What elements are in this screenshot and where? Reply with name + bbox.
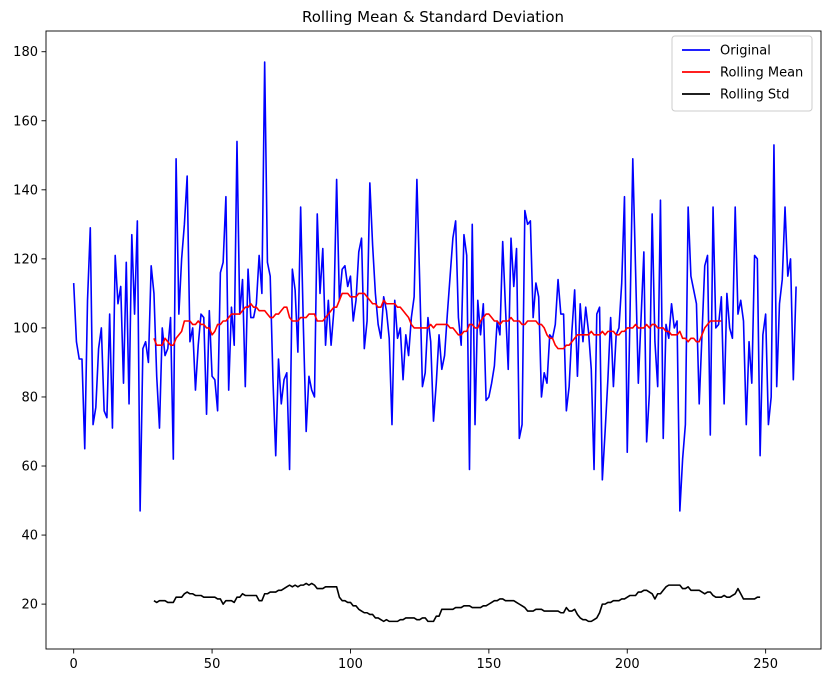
plot-area <box>72 61 797 623</box>
y-tick-label: 20 <box>21 598 38 613</box>
x-tick-label: 150 <box>476 657 501 672</box>
legend-box <box>671 35 813 112</box>
series-line-rolling-std <box>153 582 761 623</box>
y-tick-label: 140 <box>13 183 38 198</box>
legend-label-rolling-std: Rolling Std <box>720 88 789 103</box>
y-tick-label: 40 <box>21 529 38 544</box>
y-tick-label: 100 <box>13 321 38 336</box>
x-tick-label: 250 <box>753 657 778 672</box>
series-line-rolling-mean <box>153 292 722 350</box>
y-tick-label: 120 <box>13 252 38 267</box>
x-tick-label: 50 <box>204 657 221 672</box>
series-line-original <box>72 61 797 512</box>
legend: Original Rolling Mean Rolling Std <box>671 35 813 112</box>
x-tick-label: 200 <box>615 657 640 672</box>
x-tick-label: 0 <box>70 657 78 672</box>
legend-label-original: Original <box>720 44 771 59</box>
y-tick-label: 60 <box>21 460 38 475</box>
y-tick-label: 160 <box>13 114 38 129</box>
axes: 0 50 100 150 200 250 20 40 60 80 100 120 140 160 180 <box>13 30 822 672</box>
legend-label-rolling-mean: Rolling Mean <box>720 66 803 81</box>
chart-title: Rolling Mean & Standard Deviation <box>302 8 564 26</box>
plot-frame <box>45 30 822 650</box>
y-tick-label: 180 <box>13 45 38 60</box>
x-tick-label: 100 <box>338 657 363 672</box>
y-tick-label: 80 <box>21 390 38 405</box>
